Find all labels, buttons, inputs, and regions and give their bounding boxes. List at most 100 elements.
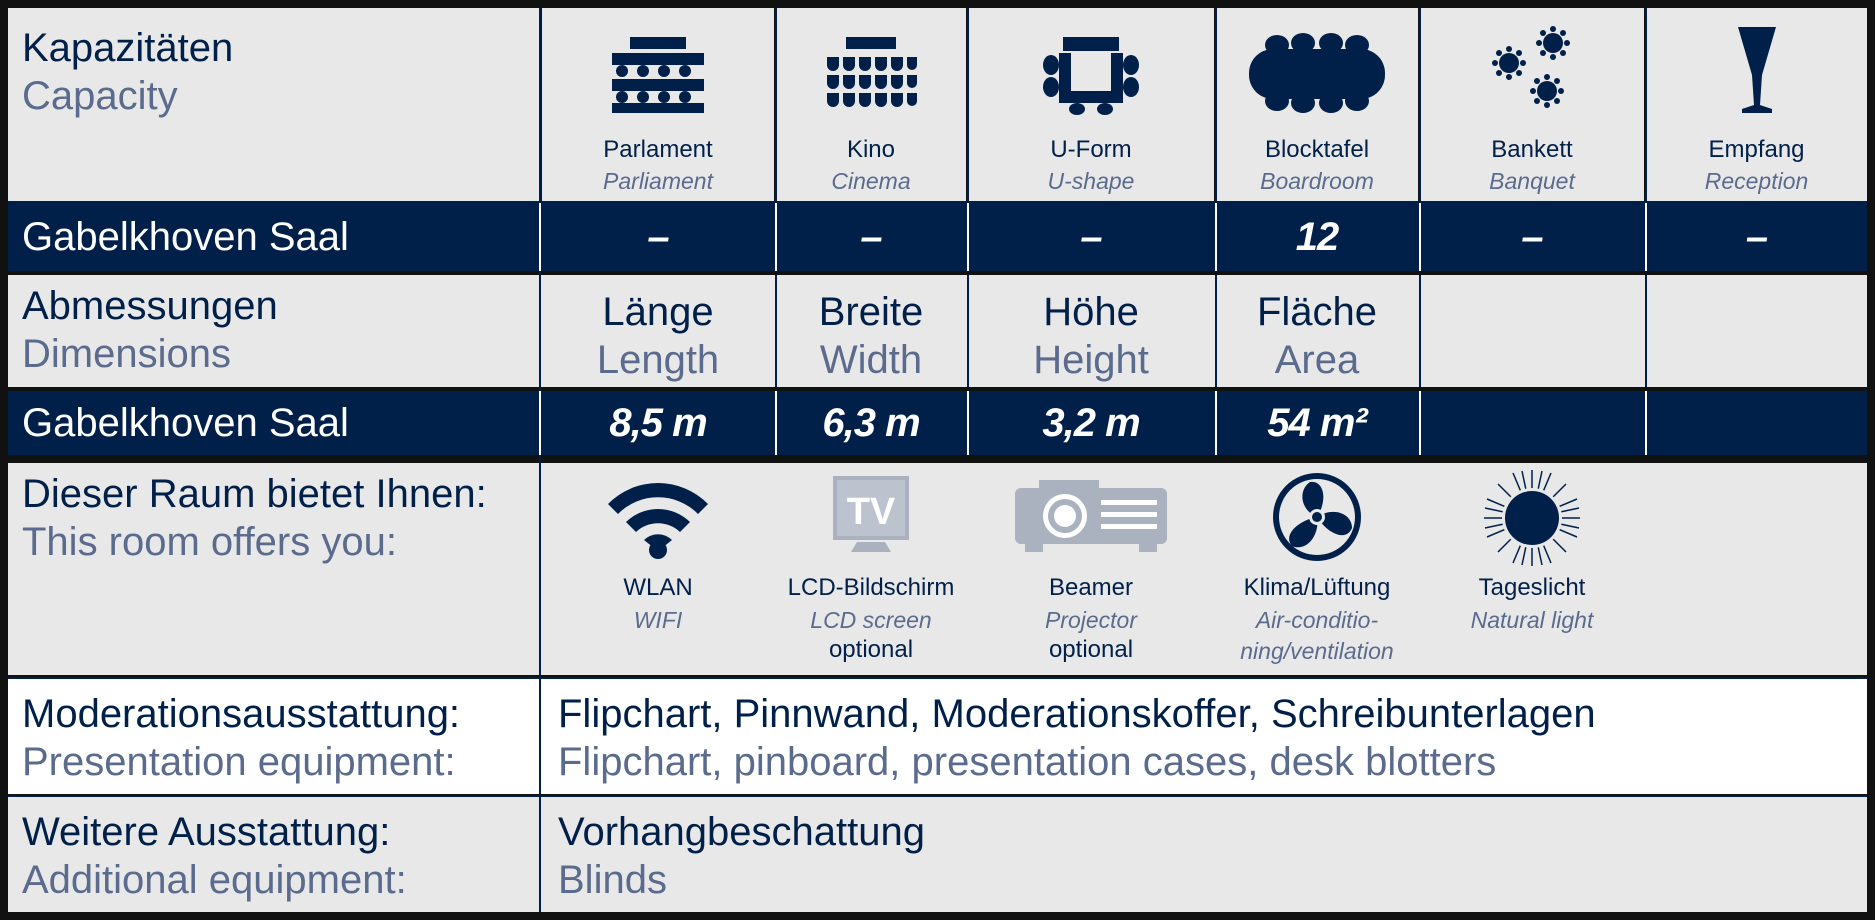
layout-banquet: Bankett Banquet (1420, 8, 1644, 201)
offers-label-de: Dieser Raum bietet Ihnen: (22, 472, 487, 516)
dimension-header-de: Höhe (1043, 290, 1139, 334)
dimension-header-en: Height (1033, 338, 1149, 382)
grid-divider (8, 795, 1867, 797)
grid-divider (1215, 203, 1217, 271)
offers-label-en: This room offers you: (22, 520, 397, 564)
dimension-height: Höhe Height (968, 0, 1214, 400)
capacity-value-boardroom: 12 (1295, 215, 1340, 259)
boardroom-table-icon (1249, 33, 1385, 113)
dimensions-room-name: Gabelkhoven Saal (22, 401, 349, 445)
capacity-values-row (8, 203, 1867, 271)
offer-optional-note: optional (1048, 636, 1134, 663)
grid-divider (775, 275, 777, 387)
grid-divider (1645, 203, 1647, 271)
capacity-label-de: Kapazitäten (22, 26, 234, 70)
capacity-room-name: Gabelkhoven Saal (22, 215, 349, 259)
layout-label-en: Banquet (1489, 168, 1575, 194)
grid-divider (8, 677, 1867, 679)
offers-label-cell: Dieser Raum bietet Ihnen: This room offe… (8, 470, 540, 566)
grid-divider (1419, 275, 1421, 387)
offer-label-en: WIFI (633, 607, 683, 633)
layout-label-en: Boardroom (1260, 168, 1374, 194)
offer-label-en: LCD screen (810, 607, 932, 633)
dimension-header-de: Breite (818, 290, 924, 334)
dimension-value-area: 54 m² (1267, 401, 1368, 445)
wifi-icon (608, 482, 708, 559)
svg-text:TV: TV (847, 491, 896, 533)
capacity-value-banquet: – (1521, 215, 1543, 259)
offer-label-de: Klima/Lüftung (1243, 574, 1391, 601)
dimensions-values-row (8, 391, 1867, 455)
dimension-value-length: 8,5 m (609, 401, 707, 445)
capacity-label-en: Capacity (22, 74, 178, 118)
dimension-width: Breite Width (776, 0, 966, 400)
layout-reception: Empfang Reception (1646, 8, 1867, 201)
grid-divider (1215, 275, 1217, 387)
presentation-label-en: Presentation equipment: (22, 740, 456, 784)
additional-value-cell: Vorhangbeschattung Blinds (542, 808, 1862, 904)
grid-divider (539, 203, 541, 271)
capacity-value-u-shape: – (1080, 215, 1102, 259)
layout-label-de: Blocktafel (1264, 136, 1370, 163)
presentation-row (8, 679, 1867, 794)
grid-divider (1645, 275, 1647, 387)
grid-divider (967, 391, 969, 455)
dimension-value-height: 3,2 m (1042, 401, 1140, 445)
grid-divider (8, 201, 1867, 203)
offer-label-de: Tageslicht (1478, 574, 1586, 601)
grid-divider (1215, 391, 1217, 455)
layout-u-shape: U-Form U-shape (968, 8, 1214, 201)
dimensions-row (8, 275, 1867, 387)
grid-divider (1419, 391, 1421, 455)
grid-divider (775, 8, 777, 201)
sun-icon (1484, 470, 1580, 566)
layout-parliament: Parlament Parliament (542, 8, 774, 201)
additional-label-en: Additional equipment: (22, 858, 407, 902)
layout-label-en: U-shape (1047, 168, 1135, 194)
dimension-value-width: 6,3 m (822, 401, 920, 445)
layout-label-de: Bankett (1491, 136, 1573, 163)
additional-label-de: Weitere Ausstattung: (22, 810, 391, 854)
offer-label-de: WLAN (623, 574, 693, 601)
dimension-length: Länge Length (542, 0, 774, 400)
grid-divider (539, 8, 541, 912)
layout-label-en: Parliament (603, 168, 713, 194)
capacity-label-cell: Kapazitäten Capacity (8, 8, 540, 201)
additional-label-cell: Weitere Ausstattung: Additional equipmen… (8, 808, 540, 904)
grid-divider (1645, 8, 1647, 201)
dimension-header-de: Fläche (1256, 290, 1378, 334)
offer-air-conditioning: Klima/Lüftung Air-conditio- ning/ventila… (1216, 0, 1418, 680)
capacity-value-parliament: – (647, 215, 669, 259)
capacity-value-reception: – (1745, 215, 1768, 259)
layout-cinema: Kino Cinema (776, 8, 966, 201)
presentation-label-de: Moderationsausstattung: (22, 692, 461, 736)
offer-label-de: LCD-Bildschirm (787, 574, 955, 601)
offer-label-en: Projector (1044, 607, 1138, 633)
dimension-header-en: Area (1274, 338, 1360, 382)
cinema-seating-icon (827, 37, 917, 107)
layout-boardroom: Blocktafel Boardroom (1216, 8, 1418, 201)
layout-label-de: U-Form (1050, 136, 1132, 163)
presentation-value-cell: Flipchart, Pinnwand, Moderationskoffer, … (542, 690, 1862, 786)
additional-row (8, 797, 1867, 912)
offer-label-de: Beamer (1048, 574, 1134, 601)
grid-divider (775, 391, 777, 455)
additional-value-en: Blinds (558, 858, 667, 902)
layout-label-en: Reception (1704, 168, 1809, 194)
layout-label-de: Empfang (1708, 136, 1805, 163)
presentation-label-cell: Moderationsausstattung: Presentation equ… (8, 690, 540, 786)
grid-divider (967, 203, 969, 271)
grid-divider (967, 275, 969, 387)
offer-optional-note: optional (828, 636, 914, 663)
offer-lcd-screen: TV LCD-Bildschirm LCD screen optional (776, 0, 966, 680)
presentation-value-en: Flipchart, pinboard, presentation cases,… (558, 740, 1497, 784)
dimensions-label-en: Dimensions (22, 332, 231, 376)
additional-value-de: Vorhangbeschattung (558, 810, 925, 854)
parliament-seating-icon (612, 37, 704, 113)
offers-row (8, 463, 1867, 675)
layout-label-en: Cinema (831, 168, 911, 194)
grid-divider (1645, 391, 1647, 455)
dimension-header-de: Länge (602, 290, 714, 334)
dimensions-label-de: Abmessungen (22, 284, 278, 328)
grid-divider (775, 203, 777, 271)
